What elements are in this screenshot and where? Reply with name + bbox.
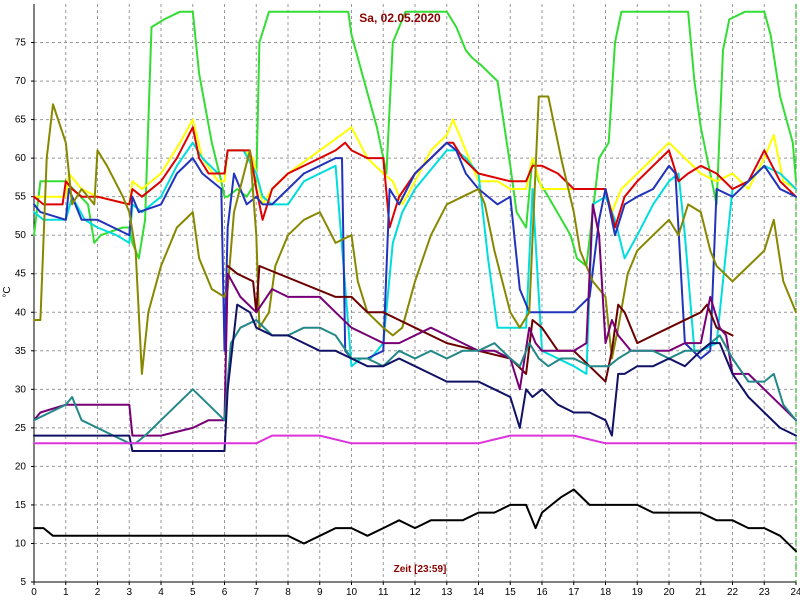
- x-tick-label-22: 22: [727, 587, 739, 598]
- x-tick-label-20: 20: [663, 587, 675, 598]
- x-tick-label-19: 19: [632, 587, 644, 598]
- x-tick-label-7: 7: [253, 587, 259, 598]
- series-line-10: [33, 434, 797, 445]
- x-tick-label-2: 2: [95, 587, 101, 598]
- series-line-9: [33, 303, 797, 452]
- x-tick-label-23: 23: [759, 587, 771, 598]
- y-tick-label-11: 60: [15, 153, 27, 164]
- y-tick-label-8: 45: [15, 269, 27, 280]
- y-tick-label-14: 75: [15, 38, 27, 49]
- x-tick-label-3: 3: [126, 587, 132, 598]
- y-tick-label-7: 40: [15, 307, 27, 318]
- x-tick-label-15: 15: [505, 587, 517, 598]
- y-tick-label-10: 55: [15, 192, 27, 203]
- x-tick-label-12: 12: [409, 587, 421, 598]
- y-tick-label-4: 25: [15, 423, 27, 434]
- y-tick-label-6: 35: [15, 346, 27, 357]
- y-tick-label-0: 5: [20, 577, 26, 588]
- x-tick-label-10: 10: [346, 587, 358, 598]
- series-line-3: [33, 126, 797, 229]
- x-tick-label-4: 4: [158, 587, 164, 598]
- y-tick-label-5: 30: [15, 384, 27, 395]
- x-tick-label-18: 18: [600, 587, 612, 598]
- y-tick-label-3: 20: [15, 461, 27, 472]
- series-line-11: [33, 488, 797, 553]
- series-line-5: [33, 95, 797, 375]
- x-tick-label-1: 1: [63, 587, 69, 598]
- x-tick-label-14: 14: [473, 587, 485, 598]
- x-tick-label-8: 8: [285, 587, 291, 598]
- x-tick-label-21: 21: [695, 587, 707, 598]
- x-axis-label: Zeit [23:59]: [394, 564, 447, 575]
- y-tick-label-1: 10: [15, 538, 27, 549]
- series-line-7: [33, 203, 797, 437]
- x-tick-label-17: 17: [568, 587, 580, 598]
- chart-title: Sa, 02.05.2020: [359, 11, 441, 25]
- series-line-4: [33, 141, 797, 360]
- y-tick-label-2: 15: [15, 500, 27, 511]
- x-tick-label-13: 13: [441, 587, 453, 598]
- y-tick-label-12: 65: [15, 115, 27, 126]
- x-tick-label-6: 6: [222, 587, 228, 598]
- y-tick-label-13: 70: [15, 76, 27, 87]
- x-tick-label-5: 5: [190, 587, 196, 598]
- series-lines: [33, 10, 797, 553]
- series-line-0: [33, 10, 797, 267]
- series-line-6: [226, 265, 734, 383]
- series-line-8: [33, 319, 797, 445]
- x-tick-label-16: 16: [536, 587, 548, 598]
- y-axis-label: °C: [2, 286, 13, 297]
- x-tick-label-24: 24: [790, 587, 800, 598]
- y-tick-label-9: 50: [15, 230, 27, 241]
- x-tick-label-11: 11: [378, 587, 389, 598]
- x-tick-label-9: 9: [317, 587, 323, 598]
- series-line-1: [33, 118, 797, 214]
- series-line-2: [33, 141, 797, 375]
- x-tick-label-0: 0: [31, 587, 37, 598]
